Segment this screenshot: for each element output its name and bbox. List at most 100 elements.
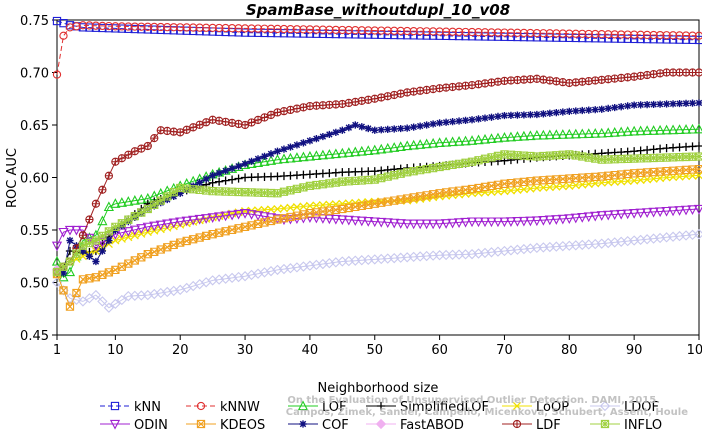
kdeos-line	[56, 168, 700, 308]
knnw-point	[137, 22, 146, 31]
cof-point	[688, 99, 697, 107]
odin-point	[123, 227, 134, 237]
cof-point	[254, 155, 262, 163]
knn-point	[312, 29, 321, 38]
cof-point	[202, 175, 210, 183]
knn-point	[539, 33, 548, 42]
cof-point	[332, 128, 340, 136]
inflo-point	[59, 262, 68, 271]
legend-marker	[599, 400, 611, 412]
knn-point	[532, 33, 542, 42]
odin-point	[194, 214, 205, 225]
cof-point	[358, 123, 366, 131]
plot-area	[51, 16, 702, 313]
cof-point	[325, 130, 333, 139]
knn-point	[396, 30, 405, 40]
ldf-point	[98, 185, 107, 194]
knn-point	[565, 33, 574, 42]
odin-point	[350, 216, 361, 226]
knn-point	[182, 26, 191, 35]
watermark-line: On the Evaluation of Unsupervised Outlie…	[287, 395, 660, 406]
knnw-point	[617, 30, 626, 39]
cof-point	[455, 117, 463, 125]
legend-marker	[299, 420, 307, 428]
cof-point	[306, 137, 314, 145]
odin-point	[603, 210, 614, 221]
ldf-point	[143, 141, 152, 151]
knn-point	[630, 34, 639, 44]
lof-point	[58, 271, 69, 282]
lof-point	[363, 145, 374, 155]
odin-point	[142, 222, 153, 233]
odin-point	[687, 205, 698, 216]
legend-label: ODIN	[134, 418, 168, 433]
knn-point	[694, 35, 702, 45]
legend-item-loop: LoOP	[502, 400, 569, 415]
odin-point	[129, 225, 140, 236]
odin-point	[389, 218, 400, 229]
cof-point	[371, 126, 379, 134]
cof-point	[436, 119, 444, 127]
lof-point	[499, 132, 510, 142]
knn-point	[623, 34, 632, 43]
inflo-point	[279, 187, 289, 196]
knnw-point	[578, 29, 587, 39]
inflo-point	[150, 200, 159, 209]
knn-point	[610, 34, 619, 43]
cof-point	[481, 114, 489, 122]
inflo-point	[370, 175, 379, 184]
legend-label: FastABOD	[400, 418, 464, 433]
knn-point	[617, 34, 626, 43]
series-ldof	[51, 229, 702, 313]
knn-point	[454, 31, 464, 41]
lof-point	[564, 128, 575, 139]
lof-point	[369, 144, 380, 155]
lof-point	[395, 141, 406, 151]
knnw-point	[202, 23, 211, 32]
odin-point	[415, 219, 426, 230]
odin-point	[629, 209, 640, 219]
lof-point	[583, 128, 594, 138]
legend-marker	[109, 419, 121, 430]
ldf-point	[422, 85, 431, 95]
inflo-point	[428, 163, 438, 173]
odin-point	[181, 216, 192, 227]
knnw-point	[467, 27, 477, 37]
knn-point	[383, 30, 392, 40]
knnw-point	[474, 28, 483, 37]
knnw-point	[623, 30, 632, 39]
cof-point	[500, 111, 509, 120]
lof-point	[356, 145, 367, 156]
knnw-point	[111, 22, 120, 31]
lof-point	[661, 124, 672, 135]
legend-label: kNN	[134, 400, 161, 415]
loop-point	[545, 183, 554, 192]
knnw-point	[519, 28, 529, 38]
cof-point	[520, 111, 528, 119]
y-tick-label: 0.45	[20, 329, 49, 344]
legend-label: COF	[322, 418, 349, 433]
loop-point	[532, 183, 541, 193]
knnw-point	[78, 21, 88, 30]
legend-label: LDF	[536, 418, 561, 433]
inflo-point	[318, 180, 328, 189]
inflo-point	[91, 236, 101, 245]
odin-point	[680, 205, 692, 216]
ldf-point	[474, 80, 483, 89]
cof-point	[241, 160, 249, 168]
ldf-point	[428, 84, 438, 94]
lof-point	[629, 125, 640, 136]
odin-point	[570, 213, 581, 224]
lof-point	[596, 127, 607, 138]
odin-point	[564, 214, 575, 225]
inflo-point	[422, 164, 431, 174]
legend-label: SimplifiedLOF	[400, 400, 489, 415]
odin-point	[363, 217, 374, 227]
ldf-point	[655, 69, 665, 78]
odin-point	[538, 215, 549, 226]
knnw-point	[305, 25, 315, 34]
inflo-point	[325, 179, 334, 188]
lof-point	[402, 140, 413, 151]
lof-point	[642, 125, 653, 136]
knnw-point	[221, 23, 230, 33]
